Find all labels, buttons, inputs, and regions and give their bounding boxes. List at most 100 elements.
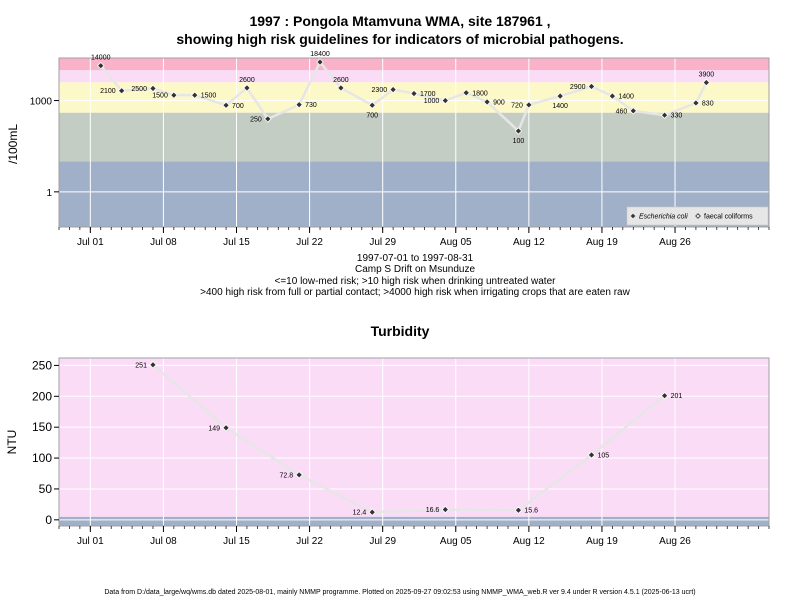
chart-title-line2: showing high risk guidelines for indicat… — [176, 31, 624, 47]
micro-point-13 — [410, 89, 418, 98]
turb-xtick-label-2: Jul 15 — [223, 536, 250, 547]
micro-point-9 — [316, 58, 324, 66]
micro-data-label-0: 14000 — [91, 55, 111, 62]
micro-data-label-18: 720 — [511, 102, 523, 109]
micro-data-label-11: 700 — [366, 112, 378, 119]
turb-band-0 — [59, 516, 769, 526]
turb-data-label-6: 105 — [598, 452, 610, 459]
micro-data-label-6: 2600 — [239, 77, 255, 84]
turb-series-line-0 — [152, 363, 666, 514]
micro-ytick-label-0: 1 — [46, 188, 52, 199]
micro-xtick-label-3: Jul 22 — [296, 237, 323, 248]
micro-point-11 — [368, 101, 377, 110]
turb-point-4 — [441, 505, 450, 514]
turb-point-2 — [295, 471, 303, 479]
turb-data-label-5: 15.6 — [524, 508, 538, 515]
micro-data-label-14: 1000 — [424, 98, 440, 105]
micro-point-23 — [660, 111, 669, 119]
turb-xtick-label-4: Jul 29 — [369, 536, 396, 547]
turb-point-5 — [514, 506, 523, 514]
turb-ytick-label-4: 200 — [32, 389, 52, 403]
turbidity-y-axis-label: NTU — [5, 429, 19, 455]
micro-xtick-label-8: Aug 26 — [659, 237, 691, 248]
turb-ytick-label-3: 150 — [32, 420, 52, 434]
micro-band-2 — [59, 82, 769, 113]
micro-band-3 — [59, 70, 769, 83]
micro-point-20 — [587, 82, 596, 91]
legend-marker-1 — [695, 213, 701, 219]
micro-point-1 — [117, 86, 126, 95]
micro-data-label-24: 830 — [702, 101, 714, 108]
micro-xtick-label-4: Jul 29 — [369, 237, 396, 248]
micro-data-label-25: 3900 — [699, 72, 715, 79]
micro-data-label-16: 900 — [493, 99, 505, 106]
caption-risk-line1: <=10 low-med risk; >10 high risk when dr… — [274, 276, 556, 287]
micro-band-4 — [59, 58, 769, 71]
micro-point-19 — [556, 92, 564, 100]
micro-data-label-7: 250 — [250, 116, 262, 123]
micro-data-label-20: 2900 — [570, 84, 586, 91]
turb-data-label-3: 12.4 — [353, 510, 367, 517]
micro-data-label-4: 1500 — [201, 93, 217, 100]
turb-point-1 — [222, 424, 230, 432]
turb-ytick-label-0: 0 — [45, 513, 52, 527]
micro-xtick-label-2: Jul 15 — [223, 237, 250, 248]
turb-xtick-label-1: Jul 08 — [150, 536, 177, 547]
micro-data-label-3: 1500 — [152, 93, 168, 100]
turb-xtick-label-3: Jul 22 — [296, 536, 323, 547]
turb-xtick-label-0: Jul 01 — [77, 536, 104, 547]
micro-point-22 — [629, 107, 638, 115]
micro-point-0 — [96, 61, 105, 70]
micro-point-12 — [389, 85, 397, 94]
turb-data-label-0: 251 — [135, 362, 147, 369]
micro-point-5 — [222, 101, 230, 110]
turb-xtick-label-8: Aug 26 — [659, 536, 691, 547]
micro-point-24 — [692, 99, 700, 107]
micro-data-label-19: 1400 — [552, 103, 568, 110]
micro-xtick-label-1: Jul 08 — [150, 237, 177, 248]
micro-point-3 — [170, 91, 178, 99]
legend-marker-0 — [630, 213, 636, 219]
caption-risk-line2: >400 high risk from full or partial cont… — [200, 287, 630, 298]
micro-xtick-label-6: Aug 12 — [513, 237, 545, 248]
micro-point-25 — [702, 78, 711, 87]
legend-item-0: Escherichia coli — [639, 214, 688, 221]
micro-data-label-1: 2100 — [100, 88, 116, 95]
micro-series-line-0 — [99, 59, 708, 134]
micro-point-21 — [608, 92, 617, 100]
micro-point-17 — [514, 127, 523, 135]
turb-point-3 — [368, 508, 377, 516]
micro-data-label-23: 330 — [671, 113, 683, 120]
micro-xtick-label-7: Aug 19 — [586, 237, 618, 248]
micro-point-10 — [337, 84, 345, 92]
legend-box — [626, 206, 769, 226]
micro-data-label-8: 730 — [305, 102, 317, 109]
micro-data-label-15: 1800 — [472, 90, 488, 97]
micro-xtick-label-0: Jul 01 — [77, 237, 104, 248]
turb-ytick-label-2: 100 — [32, 451, 52, 465]
micro-point-8 — [295, 100, 303, 109]
micro-point-16 — [483, 98, 491, 106]
micro-ytick-label-1: 1000 — [30, 97, 53, 108]
turb-xtick-label-7: Aug 19 — [586, 536, 618, 547]
turb-xtick-label-6: Aug 12 — [513, 536, 545, 547]
micro-point-14 — [441, 96, 450, 105]
turb-data-label-2: 72.8 — [280, 472, 294, 479]
micro-data-label-12: 2300 — [372, 87, 388, 94]
caption-site: Camp S Drift on Msunduze — [354, 264, 476, 275]
turb-point-6 — [587, 451, 596, 459]
caption-date-range: 1997-07-01 to 1997-08-31 — [356, 253, 474, 264]
micro-point-6 — [243, 84, 251, 92]
turb-band-1 — [59, 358, 769, 517]
micro-band-1 — [59, 112, 769, 162]
legend-item-1: faecal coliforms — [704, 214, 753, 221]
turb-point-7 — [660, 391, 669, 400]
chart-title-line1: 1997 : Pongola Mtamvuna WMA, site 187961… — [249, 13, 551, 29]
micro-data-label-2: 2500 — [131, 86, 147, 93]
micro-y-axis-label: /100mL — [6, 123, 20, 165]
turb-data-label-7: 201 — [671, 393, 683, 400]
turb-data-label-1: 149 — [208, 425, 220, 432]
micro-point-15 — [462, 89, 470, 97]
micro-data-label-17: 100 — [513, 138, 525, 145]
micro-point-2 — [149, 84, 157, 93]
